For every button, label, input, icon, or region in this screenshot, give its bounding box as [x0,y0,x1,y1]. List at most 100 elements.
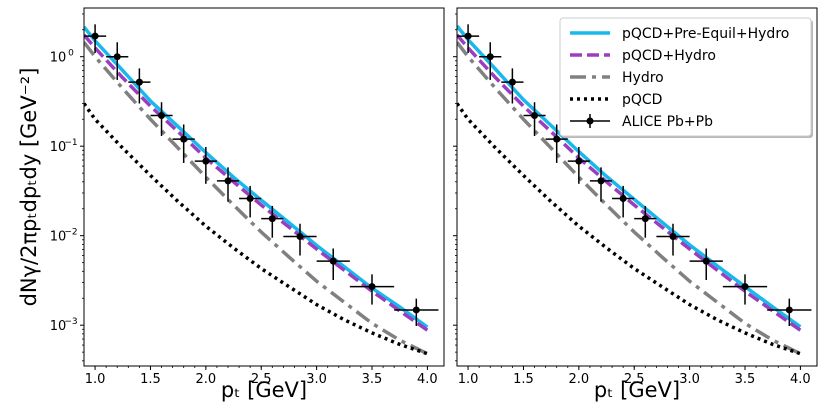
plot-area [457,24,812,356]
x-tick-label: 1.5 [140,372,161,387]
x-tick-label: 1.0 [85,372,106,387]
data-marker [268,215,276,223]
panel-right: 1.0 1.5 2.0 2.5 3.0 3.5 4.0 pₜ [GeV] [453,7,818,402]
data-marker [158,112,166,120]
y-tick-exponent: −1 [64,138,77,148]
data-point [216,167,240,202]
data-marker [619,195,627,203]
series-pqcd-pre-equil-hydro [84,25,429,329]
data-marker [368,283,376,291]
series-pqcd-hydro [457,33,802,332]
data-marker [702,257,710,265]
data-point [589,167,613,202]
data-point [349,274,395,305]
legend-label: pQCD [622,92,662,108]
data-point [722,274,768,305]
data-marker [553,135,561,143]
data-marker [486,53,494,61]
legend-item: pQCD+Pre-Equil+Hydro [570,26,789,42]
data-marker [113,53,121,61]
data-point [316,248,350,280]
legend-item: pQCD+Hydro [570,48,716,64]
data-point [394,298,439,326]
y-tick-label: 10 [50,230,67,245]
y-tick-label: 10 [50,319,67,334]
x-axis-label: pₜ [GeV] [221,378,307,402]
data-point [634,205,657,238]
data-marker [412,306,420,314]
data-point [656,223,690,256]
data-marker [741,283,749,291]
x-tick-label: 2.0 [569,372,590,387]
x-tick-label: 3.0 [679,372,700,387]
y-tick-exponent: −3 [64,317,77,327]
data-point [767,298,812,326]
data-marker [135,78,143,86]
data-marker [641,215,649,223]
data-point [523,102,546,136]
series-hydro [84,41,429,356]
plot-area [84,24,439,356]
data-point [106,42,129,80]
x-tick-label: 1.0 [458,372,479,387]
legend: pQCD+Pre-Equil+Hydro pQCD+Hydro Hydro pQCD A… [559,17,813,138]
legend-item: pQCD [570,92,662,108]
legend-box [559,17,812,137]
data-point [150,102,173,136]
axes-frame [456,7,818,367]
panel-left: 1.0 1.5 2.0 2.5 3.0 3.5 4.010 010−110−210−3pₜ [… [50,7,445,402]
legend-label: ALICE Pb+Pb [622,114,713,130]
y-axis-label: dNγ/2πpₜdpₜdy [GeV⁻²] [17,68,41,307]
data-marker [785,306,793,314]
data-point [479,42,502,80]
data-point [128,68,151,104]
y-tick-exponent: 0 [68,49,74,59]
data-marker [464,32,472,40]
x-tick-label: 4.0 [417,372,438,387]
series-pqcd [457,102,801,356]
x-tick-label: 3.5 [735,372,756,387]
data-point [545,124,568,163]
data-point [261,205,284,238]
x-tick-label: 2.5 [251,372,272,387]
data-point [689,248,723,280]
y-tick-label: 10 [50,51,67,66]
legend-item: Hydro [570,70,664,86]
legend-marker [586,117,594,125]
x-tick-label: 3.5 [362,372,383,387]
data-marker [224,177,232,185]
data-marker [329,257,337,265]
y-tick-label: 10 [50,140,67,155]
x-tick-label: 2.0 [196,372,217,387]
series-pqcd-hydro [84,33,429,332]
x-tick-label: 3.0 [306,372,327,387]
data-point [172,124,195,163]
data-marker [575,157,583,165]
data-marker [508,78,516,86]
data-marker [597,177,605,185]
data-marker [202,157,210,165]
data-point [567,146,590,184]
legend-label: pQCD+Hydro [622,48,716,64]
data-marker [296,232,304,240]
data-marker [91,32,99,40]
x-axis-label: pₜ [GeV] [594,378,680,402]
data-point [612,185,635,218]
x-tick-label: 1.5 [513,372,534,387]
data-point [239,185,262,218]
data-point [283,223,317,256]
x-tick-label: 4.0 [790,372,811,387]
data-marker [180,135,188,143]
axes-frame [83,7,445,367]
data-point [457,24,480,53]
data-point [501,68,524,104]
series-hydro [457,41,802,356]
legend-item: ALICE Pb+Pb [570,114,713,130]
legend-label: pQCD+Pre-Equil+Hydro [622,26,789,42]
y-tick-exponent: −2 [64,228,77,238]
series-pqcd [84,102,428,356]
x-tick-label: 2.5 [624,372,645,387]
legend-label: Hydro [622,70,664,86]
data-marker [531,112,539,120]
